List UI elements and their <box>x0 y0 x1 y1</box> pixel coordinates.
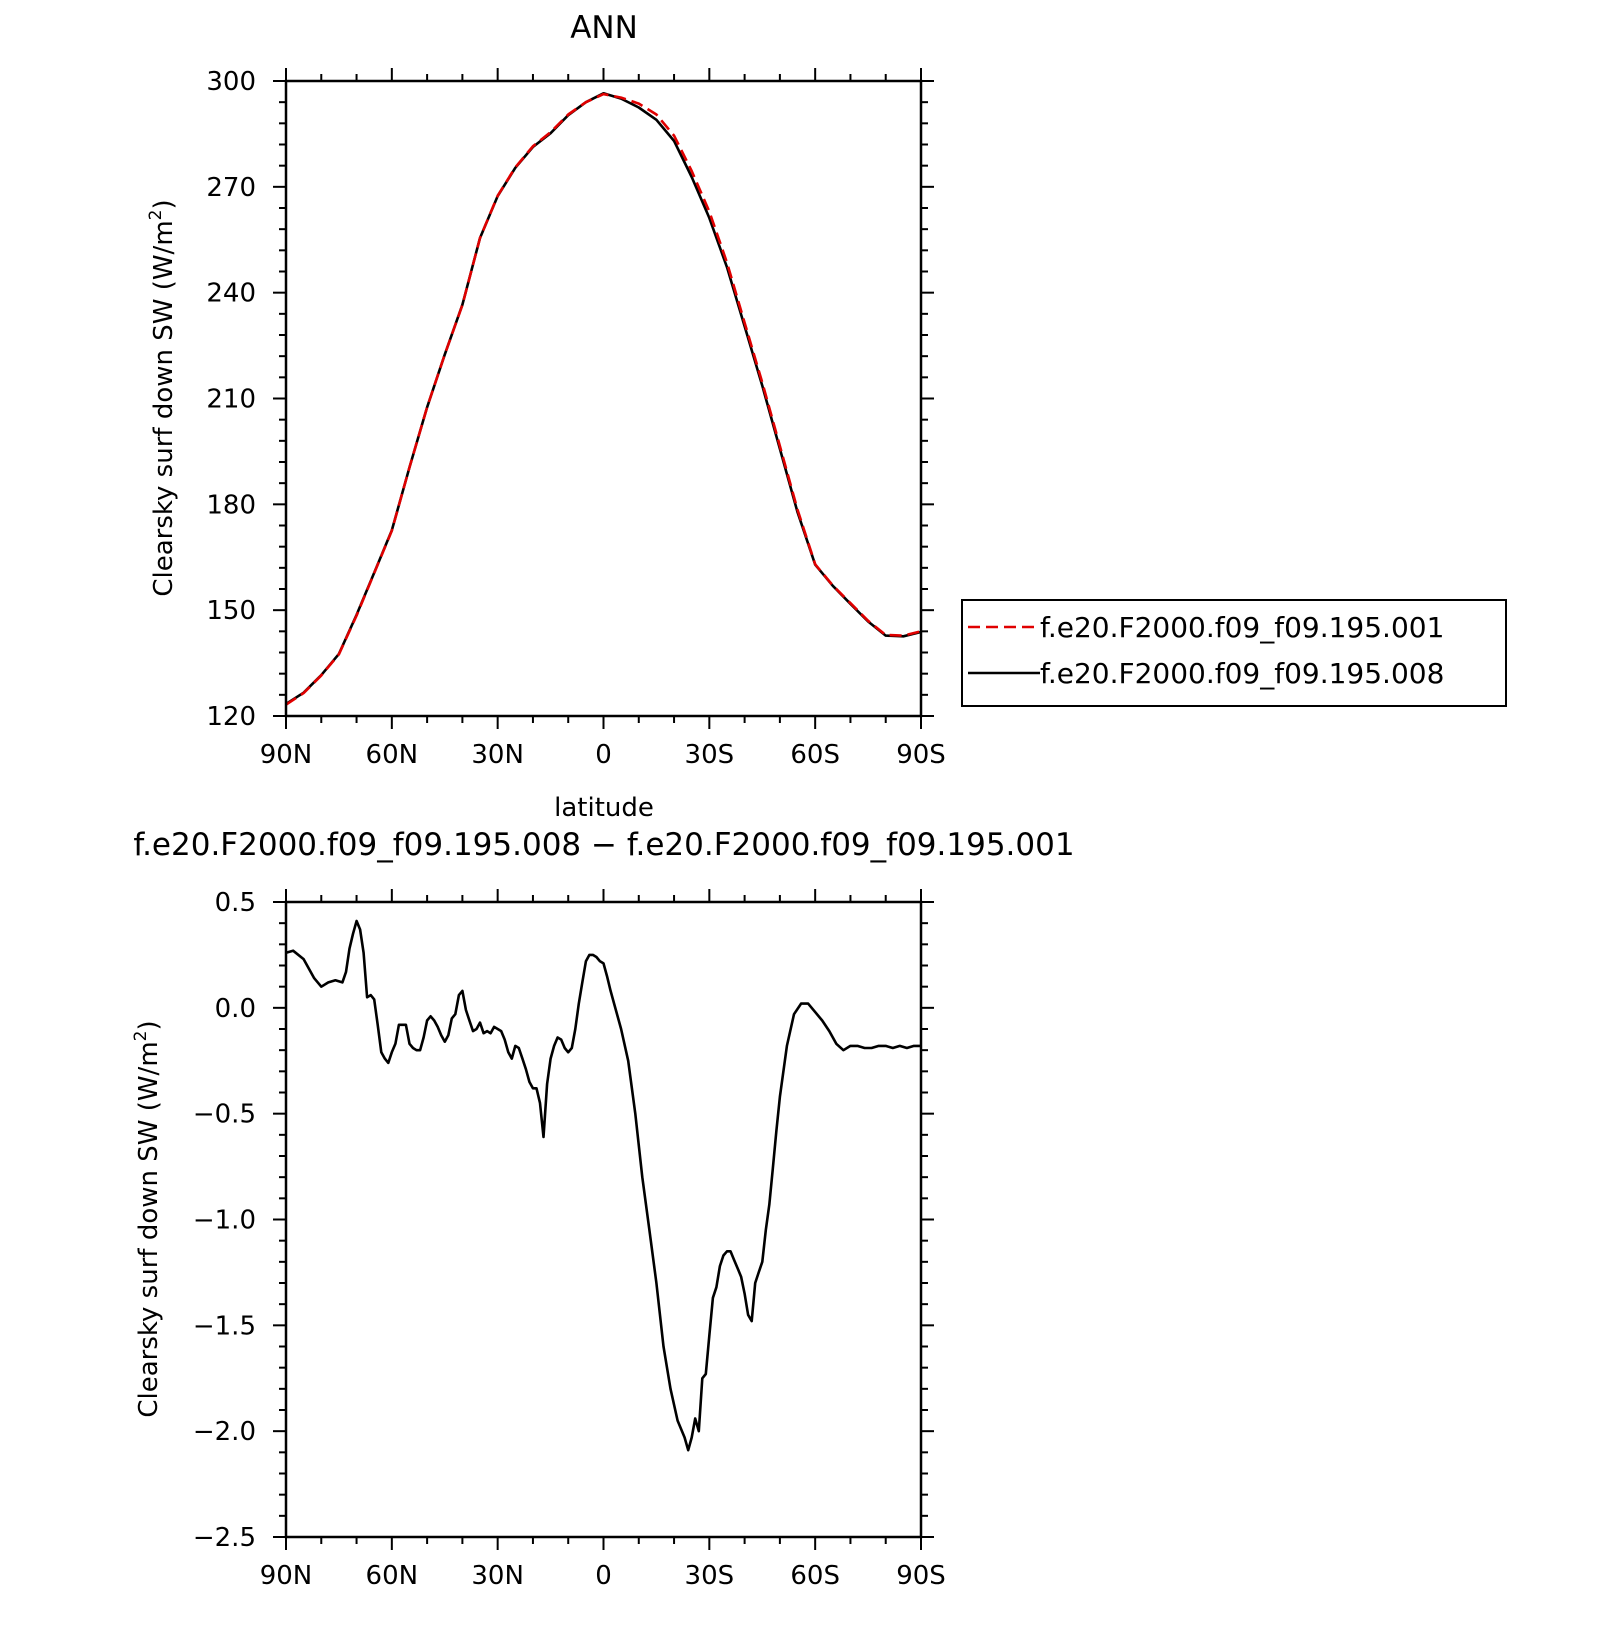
top-y-axis-label: Clearsky surf down SW (W/m2) <box>146 199 179 596</box>
bottom-y-tick-label: −2.0 <box>193 1417 256 1447</box>
bottom-x-tick-label: 30S <box>685 1561 735 1591</box>
bottom-panel: f.e20.F2000.f09_f09.195.008 − f.e20.F200… <box>131 827 1075 1591</box>
bottom-y-axis-label-close: ) <box>134 1020 164 1030</box>
top-y-tick-label: 120 <box>206 702 256 732</box>
bottom-x-tick-label: 30N <box>471 1561 524 1591</box>
top-chart-title: ANN <box>570 10 638 46</box>
bottom-series-1-line <box>285 919 921 1452</box>
top-tick-group: 90N 60N 30N 0 30S 60S 90S 120 150 180 210 240 270 300 <box>206 67 945 770</box>
bottom-y-tick-label: −0.5 <box>193 1100 256 1130</box>
top-plot-frame <box>284 79 923 718</box>
top-y-tick-label: 240 <box>206 279 256 309</box>
top-y-tick-label: 300 <box>206 67 256 97</box>
bottom-y-tick-label: −2.5 <box>193 1523 256 1553</box>
bottom-y-tick-label: −1.0 <box>193 1206 256 1236</box>
top-x-tick-label: 90S <box>896 740 946 770</box>
top-panel: ANN 90N 60N 30N 0 30S 60S 90S 120 150 180 210 240 27… <box>146 10 1507 823</box>
bottom-chart-title: f.e20.F2000.f09_f09.195.008 − f.e20.F200… <box>133 827 1074 863</box>
top-x-tick-label: 60S <box>790 740 840 770</box>
top-y-axis-label-main: Clearsky surf down SW (W/m <box>149 220 179 596</box>
legend-box <box>961 599 1507 707</box>
bottom-y-tick-label: −1.5 <box>193 1311 256 1341</box>
bottom-x-tick-label: 90N <box>260 1561 313 1591</box>
top-y-axis-label-close: ) <box>149 199 179 209</box>
bottom-x-tick-label: 60S <box>790 1561 840 1591</box>
legend: f.e20.F2000.f09_f09.195.001 f.e20.F2000.… <box>961 599 1507 707</box>
top-x-tick-label: 60N <box>366 740 419 770</box>
bottom-y-axis-label-sup: 2 <box>131 1031 151 1042</box>
top-y-tick-label: 270 <box>206 173 256 203</box>
bottom-plot-frame <box>284 900 923 1539</box>
bottom-x-tick-label: 0 <box>595 1561 612 1591</box>
top-x-axis-label: latitude <box>554 793 654 823</box>
bottom-y-axis-label-main: Clearsky surf down SW (W/m <box>134 1041 164 1417</box>
legend-label-series-2: f.e20.F2000.f09_f09.195.008 <box>1040 657 1444 690</box>
top-x-tick-label: 90N <box>260 740 313 770</box>
bottom-x-tick-label: 90S <box>896 1561 946 1591</box>
top-series-1-line <box>285 92 922 706</box>
bottom-y-tick-label: 0.0 <box>215 994 256 1024</box>
top-x-tick-label: 30N <box>471 740 524 770</box>
top-y-axis-label-sup: 2 <box>146 210 166 221</box>
top-y-tick-label: 150 <box>206 596 256 626</box>
top-x-tick-label: 30S <box>685 740 735 770</box>
bottom-x-tick-label: 60N <box>366 1561 419 1591</box>
bottom-curve-group <box>285 919 921 1452</box>
top-y-tick-label: 180 <box>206 490 256 520</box>
legend-label-series-1: f.e20.F2000.f09_f09.195.001 <box>1040 611 1444 644</box>
top-y-tick-label: 210 <box>206 385 256 415</box>
bottom-y-axis-label: Clearsky surf down SW (W/m2) <box>131 1020 164 1417</box>
top-series-2-line <box>285 92 922 706</box>
bottom-tick-group: 90N 60N 30N 0 30S 60S 90S 0.5 0.0 −0.5 −1.0 −1.5 −2.… <box>193 888 946 1591</box>
top-x-tick-label: 0 <box>595 740 612 770</box>
top-curve-group <box>285 92 922 706</box>
bottom-y-tick-label: 0.5 <box>215 888 256 918</box>
